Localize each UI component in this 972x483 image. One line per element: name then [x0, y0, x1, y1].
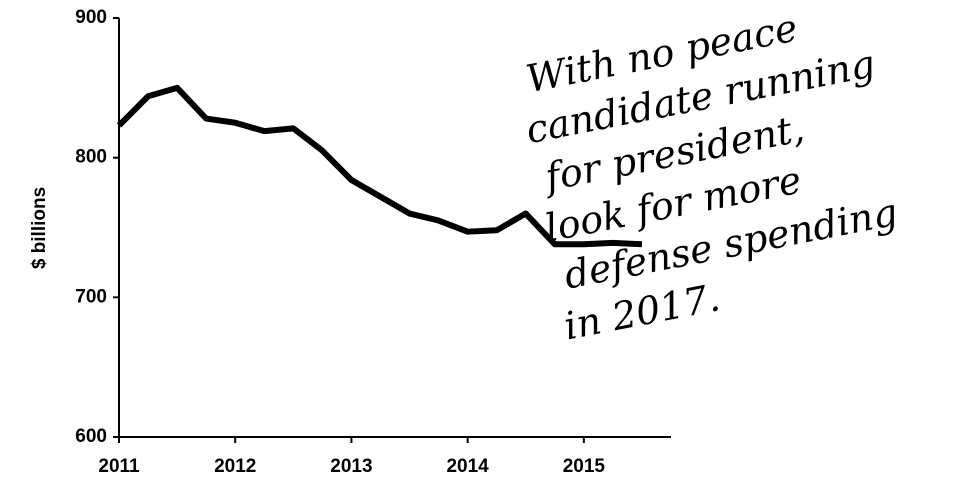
x-tick-label: 2014	[446, 456, 489, 477]
x-tick-label: 2012	[214, 456, 256, 477]
x-tick-label: 2013	[330, 456, 372, 477]
line	[116, 84, 643, 248]
y-tick-label: 600	[75, 426, 107, 447]
y-tick-label: 800	[75, 147, 107, 168]
x-tick-label: 2011	[98, 456, 140, 477]
y-tick-label: 700	[75, 286, 107, 307]
y-axis-label: $ billions	[29, 187, 50, 269]
y-tick-label: 900	[75, 7, 107, 28]
x-tick-label: 2015	[563, 456, 606, 477]
